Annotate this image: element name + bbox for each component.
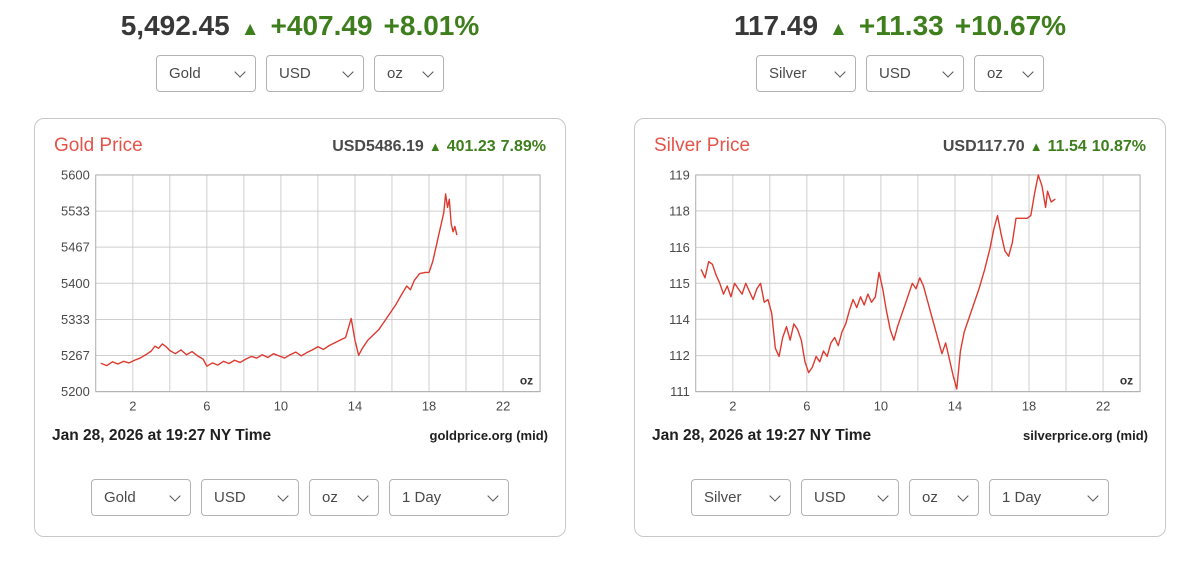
bottom-selectors: Gold USD oz 1 Day (50, 479, 550, 517)
period-select-wrap: 1 Day (989, 479, 1109, 517)
metal-select[interactable]: Gold (156, 55, 256, 92)
svg-text:5600: 5600 (61, 167, 90, 182)
chart-quote-change: 401.23 (446, 138, 496, 155)
silver-chart-card: Silver Price USD117.70 ▲ 11.54 10.87% 111 11… (634, 118, 1166, 538)
spot-price: 117.49 (733, 10, 819, 41)
unit-select[interactable]: oz (309, 479, 379, 517)
svg-text:6: 6 (803, 399, 810, 414)
svg-text:2: 2 (729, 399, 736, 414)
currency-select-wrap: USD (266, 55, 364, 92)
up-arrow-icon: ▲ (240, 19, 260, 40)
spot-price: 5,492.45 (120, 10, 230, 41)
unit-select-wrap: oz (309, 479, 379, 517)
gold-chart-card: Gold Price USD5486.19 ▲ 401.23 7.89% 5200 52… (34, 118, 566, 538)
svg-text:14: 14 (948, 399, 962, 414)
unit-select[interactable]: oz (974, 55, 1044, 92)
svg-text:5267: 5267 (61, 348, 90, 363)
unit-select-wrap: oz (974, 55, 1044, 92)
chart-title: Silver Price (654, 135, 751, 156)
currency-select-wrap: USD (866, 55, 964, 92)
chart-title: Gold Price (54, 135, 143, 156)
bottom-selectors: Silver USD oz 1 Day (650, 479, 1150, 517)
svg-text:119: 119 (669, 167, 690, 182)
svg-text:5200: 5200 (61, 384, 90, 399)
spot-price-header: 5,492.45 ▲ +407.49 +8.01% (14, 10, 586, 42)
currency-select[interactable]: USD (866, 55, 964, 92)
svg-text:6: 6 (203, 399, 210, 414)
metal-select-wrap: Silver (756, 55, 856, 92)
chart-card-header: Gold Price USD5486.19 ▲ 401.23 7.89% (50, 133, 550, 167)
currency-select[interactable]: USD (801, 479, 899, 517)
period-select-wrap: 1 Day (389, 479, 509, 517)
svg-text:18: 18 (1022, 399, 1036, 414)
svg-text:5467: 5467 (61, 240, 90, 255)
svg-text:112: 112 (669, 348, 690, 363)
svg-text:115: 115 (669, 276, 690, 291)
svg-text:5333: 5333 (61, 312, 90, 327)
svg-text:111: 111 (670, 384, 690, 399)
chart-quote: USD117.70 ▲ 11.54 10.87% (943, 138, 1146, 156)
chart-source: silverprice.org (mid) (1023, 428, 1148, 444)
metal-select-wrap: Gold (156, 55, 256, 92)
top-selectors: Gold USD oz (14, 55, 586, 92)
unit-select[interactable]: oz (909, 479, 979, 517)
svg-text:5400: 5400 (61, 276, 90, 291)
currency-select[interactable]: USD (201, 479, 299, 517)
currency-select[interactable]: USD (266, 55, 364, 92)
svg-text:22: 22 (1096, 399, 1110, 414)
unit-select-wrap: oz (374, 55, 444, 92)
chart-quote-value: USD117.70 (942, 138, 1025, 155)
gold-price-chart: 5200 5267 5333 5400 5467 5533 5600 2 6 10 14 18 22 oz (61, 167, 541, 414)
svg-text:118: 118 (669, 203, 690, 218)
chart-card-footer: Jan 28, 2026 at 19:27 NY Time goldprice.… (50, 427, 550, 445)
chart-quote-value: USD5486.19 (332, 138, 424, 155)
svg-text:5533: 5533 (61, 204, 90, 219)
chart-quote-up-arrow-icon: ▲ (1029, 139, 1043, 154)
svg-text:10: 10 (874, 399, 888, 414)
chart-quote-change-percent: 10.87% (1091, 138, 1146, 155)
gold-widget: 5,492.45 ▲ +407.49 +8.01% Gold USD oz Go… (0, 0, 600, 538)
currency-select-wrap: USD (201, 479, 299, 517)
svg-text:114: 114 (669, 312, 690, 327)
spot-change-percent: +10.67% (954, 10, 1067, 41)
svg-text:oz: oz (1120, 374, 1133, 388)
svg-text:22: 22 (496, 399, 510, 414)
metal-select[interactable]: Silver (691, 479, 791, 517)
chart-quote: USD5486.19 ▲ 401.23 7.89% (332, 138, 546, 156)
chart-card-header: Silver Price USD117.70 ▲ 11.54 10.87% (650, 133, 1150, 167)
svg-text:14: 14 (348, 399, 362, 414)
silver-widget: 117.49 ▲ +11.33 +10.67% Silver USD oz Si… (600, 0, 1200, 538)
period-select[interactable]: 1 Day (389, 479, 509, 517)
currency-select-wrap: USD (801, 479, 899, 517)
svg-text:18: 18 (422, 399, 436, 414)
spot-price-header: 117.49 ▲ +11.33 +10.67% (614, 10, 1186, 42)
unit-select-wrap: oz (909, 479, 979, 517)
chart-quote-change-percent: 7.89% (500, 138, 546, 155)
chart-source: goldprice.org (mid) (429, 428, 548, 444)
chart-quote-up-arrow-icon: ▲ (428, 139, 442, 154)
svg-text:2: 2 (129, 399, 136, 414)
chart-quote-change: 11.54 (1047, 138, 1087, 155)
metal-select-wrap: Gold (91, 479, 191, 517)
up-arrow-icon: ▲ (829, 19, 848, 40)
spot-change: +11.33 (858, 10, 944, 41)
chart-date: Jan 28, 2026 at 19:27 NY Time (652, 427, 872, 445)
spot-change-percent: +8.01% (383, 10, 480, 41)
chart-card-footer: Jan 28, 2026 at 19:27 NY Time silverpric… (650, 427, 1150, 445)
metal-select-wrap: Silver (691, 479, 791, 517)
metal-select[interactable]: Silver (756, 55, 856, 92)
chart-date: Jan 28, 2026 at 19:27 NY Time (52, 427, 272, 445)
period-select[interactable]: 1 Day (989, 479, 1109, 517)
metal-select[interactable]: Gold (91, 479, 191, 517)
svg-text:10: 10 (274, 399, 288, 414)
unit-select[interactable]: oz (374, 55, 444, 92)
top-selectors: Silver USD oz (614, 55, 1186, 92)
svg-text:oz: oz (520, 374, 533, 388)
silver-price-chart: 111 112 114 115 116 118 119 2 6 10 14 18 22 oz (669, 167, 1141, 414)
svg-text:116: 116 (669, 240, 690, 255)
price-widgets-page: 5,492.45 ▲ +407.49 +8.01% Gold USD oz Go… (0, 0, 1200, 538)
spot-change: +407.49 (270, 10, 373, 41)
